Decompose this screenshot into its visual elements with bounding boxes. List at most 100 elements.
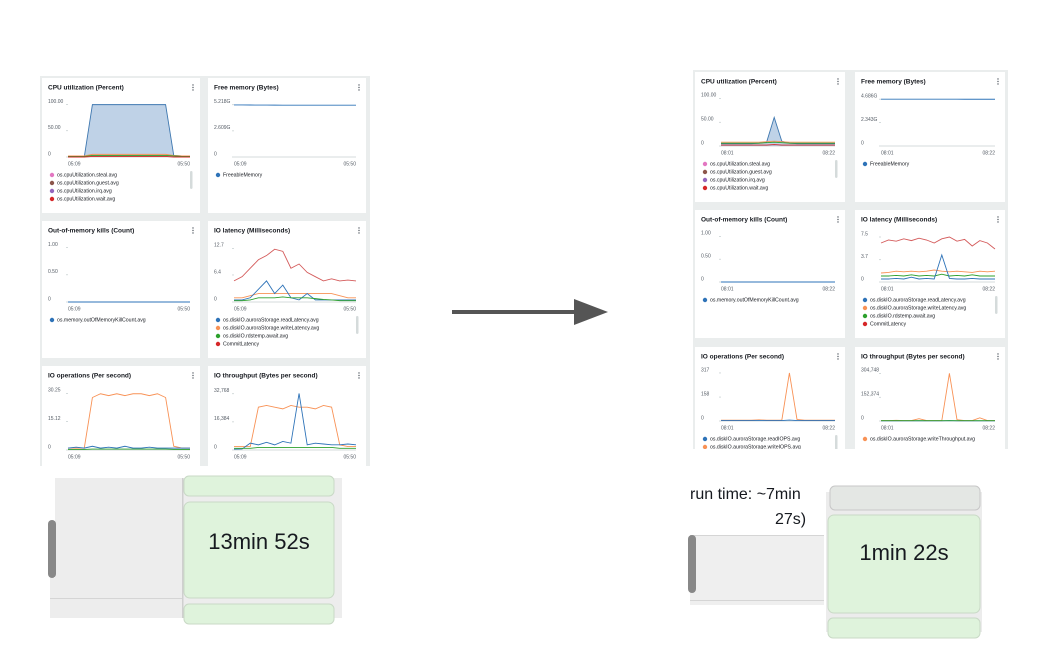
chart-card: CPU utilization (Percent) 100.00 50.00 0 08:… [695,72,845,202]
menu-dot [358,89,360,91]
tab [688,535,696,593]
chart-card: Free memory (Bytes) 5.218G 2.609G 0 05:09 05:… [208,78,366,213]
menu-dot [837,353,839,355]
chart-card: IO throughput (Bytes per second) 32,768 16… [208,366,366,466]
caption: run time: ~7min [690,486,801,503]
chart-title: IO operations (Per second) [701,354,784,361]
menu-dot [997,218,999,221]
menu-dot [192,377,194,379]
menu-dot [358,232,360,234]
menu-dot [997,358,999,360]
series-line [881,273,995,277]
x-tick-label: 08:22 [822,150,835,156]
menu-dot [192,229,194,232]
x-tick-label: 05:09 [68,306,81,312]
chart-title: Out-of-memory kills (Count) [701,217,787,224]
legend-label: os.cpuUtilization.guest.avg [57,180,119,186]
timer-cell [183,501,335,599]
y-tick-label: 32,768 [214,388,230,394]
legend-label: os.cpuUtilization.guest.avg [710,169,772,175]
legend-label: os.memory.outOfMemoryKillCount.avg [710,297,799,303]
chart-title: IO throughput (Bytes per second) [214,373,318,380]
y-tick-label: 158 [701,391,710,397]
y-tick-label: 100.00 [701,93,717,99]
y-tick-label: 0 [861,276,864,282]
legend-swatch [49,188,55,194]
x-tick-label: 08:22 [822,425,835,431]
series-line [880,269,996,274]
menu-dot [997,355,999,358]
y-tick-label: 0 [214,296,217,302]
legend-scrollbar [835,435,838,449]
y-tick-label: 317 [701,367,710,373]
series-line [67,445,190,449]
x-tick-label: 08:01 [881,425,894,431]
y-tick-label: 3.7 [861,254,868,260]
legend-swatch [702,169,708,175]
series-line [233,248,357,282]
chart-card: Out-of-memory kills (Count) 1.00 0.50 0 08:0… [695,210,845,338]
legend-label: os.diskIO.rdstemp.await.avg [870,313,935,319]
timer-after: 1min 22s run time: ~7min 27s) [688,482,990,639]
series-line [234,296,356,302]
legend-swatch [702,297,708,303]
menu-dot [358,86,360,89]
y-tick-label: 0 [861,415,864,421]
x-tick-label: 08:01 [881,286,894,292]
series-line [234,446,356,449]
timer-cell [827,514,981,614]
y-tick-label: 7.5 [861,231,868,237]
legend-swatch [862,297,868,303]
chart-title: IO latency (Milliseconds) [214,228,290,235]
y-tick-label: 2.609G [214,125,231,131]
card-bg [695,347,845,449]
legend-label: CommitLatency [870,321,906,327]
chart-card: Out-of-memory kills (Count) 1.00 0.50 0 05:0… [42,221,200,358]
chart-title: CPU utilization (Percent) [701,79,777,86]
chart-title: CPU utilization (Percent) [48,85,124,92]
menu-dot [358,84,360,86]
legend-swatch [862,313,868,319]
legend-swatch [215,317,221,323]
chart-card: IO latency (Milliseconds) 12.7 6.4 0 05:09 05… [208,221,366,358]
menu-dot [837,221,839,223]
y-tick-label: 0 [861,140,864,146]
menu-dot [358,229,360,232]
menu-dot [192,89,194,91]
x-tick-label: 08:22 [982,425,995,431]
y-tick-label: 30.25 [48,388,61,394]
dashboard-after: CPU utilization (Percent) 100.00 50.00 0 08:… [693,70,1008,449]
card-bg [855,72,1005,202]
y-tick-label: 1.00 [701,231,711,237]
menu-dot [358,372,360,374]
menu-dot [837,216,839,218]
y-tick-label: 50.00 [701,117,714,123]
menu-dot [192,232,194,234]
menu-dot [997,80,999,83]
tab [48,520,56,578]
menu-dot [837,78,839,80]
series-line [68,393,190,449]
card-bg [855,347,1005,449]
legend-label: os.diskIO.auroraStorage.writeLatency.avg [223,325,319,331]
menu-dot [192,84,194,86]
legend-swatch [215,172,221,178]
series-line [234,404,356,448]
card-bg [42,221,200,358]
legend-swatch [862,321,868,327]
y-tick-label: 2.343G [861,117,878,123]
legend-label: os.memory.outOfMemoryKillCount.avg [57,317,146,323]
y-tick-label: 100.00 [48,99,64,105]
menu-dot [192,374,194,377]
legend-swatch [215,325,221,331]
y-tick-label: 0 [48,444,51,450]
legend-scrollbar [356,316,359,334]
legend-label: FreeableMemory [870,161,910,167]
y-tick-label: 15.12 [48,416,61,422]
menu-dot [358,374,360,377]
y-tick-label: 0 [701,415,704,421]
menu-dot [997,83,999,85]
y-tick-label: 4.686G [861,93,878,99]
y-tick-label: 50.00 [48,125,61,131]
x-tick-label: 05:09 [68,161,81,167]
